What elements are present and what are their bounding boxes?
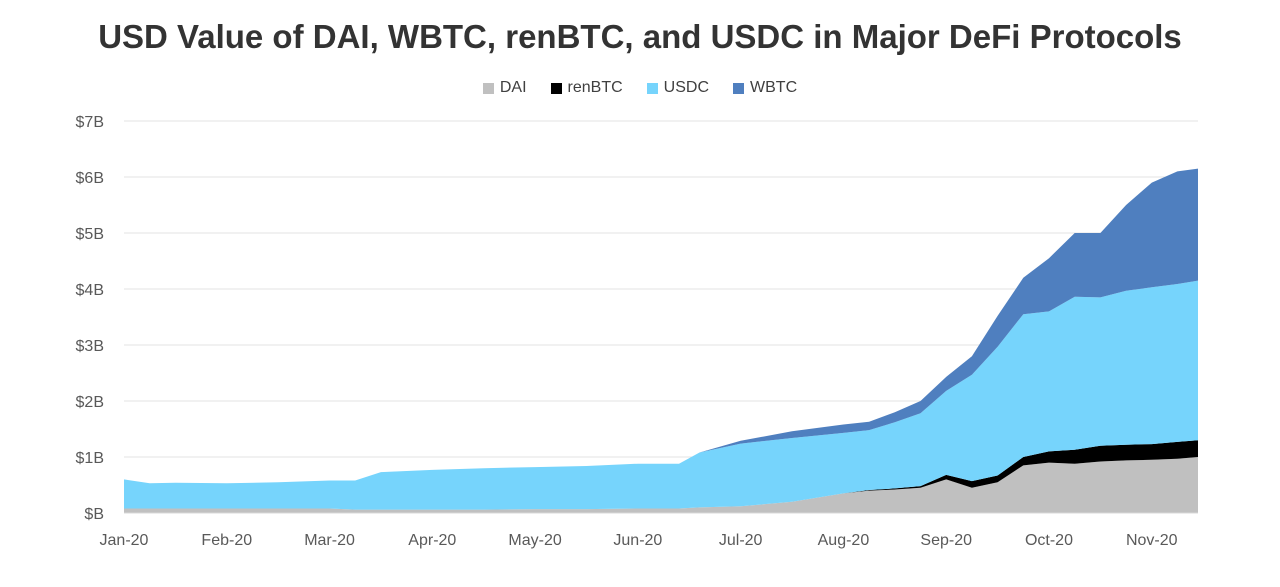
area-series-dai [124, 457, 1198, 513]
x-tick-label: Feb-20 [201, 532, 252, 549]
area-series-wbtc [124, 168, 1198, 484]
legend-label-usdc: USDC [663, 79, 710, 96]
y-tick-label: $5B [76, 226, 104, 243]
legend-swatch-renbtc [550, 82, 562, 94]
legend-label-dai: DAI [499, 79, 527, 96]
area-series-usdc [124, 280, 1198, 510]
y-tick-label: $7B [76, 114, 104, 131]
x-tick-label: Jun-20 [613, 532, 662, 549]
chart-title: USD Value of DAI, WBTC, renBTC, and USDC… [98, 18, 1182, 55]
legend-item-wbtc: WBTC [733, 79, 797, 97]
legend-item-dai: DAI [482, 79, 527, 97]
legend-swatch-usdc [646, 82, 658, 94]
x-tick-label: Nov-20 [1126, 532, 1178, 549]
x-tick-label: May-20 [508, 532, 561, 549]
legend-swatch-dai [482, 82, 494, 94]
x-tick-label: Jan-20 [100, 532, 149, 549]
y-tick-label: $B [84, 506, 104, 523]
x-tick-label: Sep-20 [920, 532, 972, 549]
stacked-areas [124, 168, 1198, 513]
x-tick-label: Jul-20 [719, 532, 763, 549]
x-tick-label: Apr-20 [408, 532, 456, 549]
legend-label-wbtc: WBTC [750, 79, 798, 96]
legend: DAI renBTC USDC WBTC [0, 79, 1280, 97]
axes: $B $1B $2B $3B $4B $5B $6B $7B Jan-20 Feb-20 Mar-2… [76, 114, 1198, 549]
y-tick-label: $1B [76, 450, 104, 467]
legend-label-renbtc: renBTC [567, 79, 623, 96]
legend-item-renbtc: renBTC [550, 79, 623, 97]
y-tick-label: $4B [76, 282, 104, 299]
x-tick-label: Oct-20 [1025, 532, 1073, 549]
x-tick-label: Aug-20 [818, 532, 870, 549]
legend-item-usdc: USDC [646, 79, 710, 97]
x-tick-label: Mar-20 [304, 532, 355, 549]
y-tick-label: $2B [76, 394, 104, 411]
y-tick-label: $3B [76, 338, 104, 355]
y-tick-label: $6B [76, 170, 104, 187]
legend-swatch-wbtc [733, 82, 745, 94]
